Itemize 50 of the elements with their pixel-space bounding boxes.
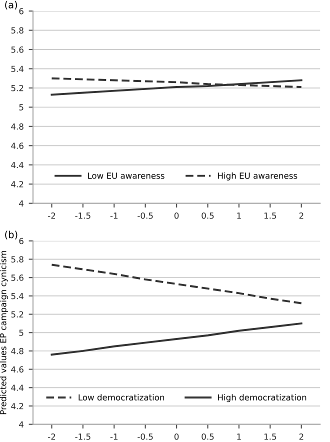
x-tick-label: -0.5 [138,212,153,219]
y-tick-label: 5.4 [11,293,24,300]
y-tick-label: 5.8 [11,27,24,34]
y-tick-label: 5.6 [11,46,24,53]
y-tick-label: 6 [19,8,24,14]
x-tick-label: 2 [299,433,304,440]
line-series [50,264,302,304]
x-tick-label: -1 [110,434,118,440]
y-tick-label: 4 [19,200,24,206]
x-tick-label: 0.5 [202,212,214,219]
y-tick-label: 4.6 [11,142,24,149]
y-tick-label: 4 [19,421,24,428]
x-tick-label: -1.5 [75,212,90,219]
y-tick-label: 5 [19,330,24,336]
x-tick-label: 1 [237,434,241,440]
x-tick-label: -1.5 [75,434,90,440]
legend-label: Low EU awareness [88,172,164,179]
y-tick-label: 4.4 [11,162,24,168]
line-series [50,79,302,96]
y-axis-title: Predicted values EP campaign cynicism [0,250,8,414]
x-tick-label: 1.5 [264,212,276,219]
x-tick-label: 0 [174,212,179,219]
x-tick-label: 0.5 [202,433,214,440]
y-tick-label: 4.6 [11,366,24,373]
line-series [50,322,302,356]
y-tick-label: 5.4 [11,66,24,72]
x-tick-label: 0 [174,433,179,440]
y-tick-label: 6 [19,238,24,244]
x-tick-label: -0.5 [138,433,153,440]
y-tick-label: 5 [19,104,24,110]
x-tick-label: -1 [110,212,118,219]
x-tick-label: 1 [237,212,241,219]
x-tick-label: -2 [48,212,56,219]
y-tick-label: 4.8 [11,123,24,130]
y-tick-label: 5.2 [11,311,24,318]
legend-label: Low democratization [78,394,164,401]
y-tick-label: 5.2 [11,84,24,92]
y-tick-label: 4.4 [11,384,24,391]
y-tick-label: 4.2 [11,181,24,188]
y-tick-label: 5.8 [11,256,24,263]
x-tick-label: 2 [299,212,304,219]
x-tick-label: -2 [48,433,56,440]
chart-title: (a) [5,0,17,10]
chart-title: (b) [5,230,18,240]
x-tick-label: 1.5 [264,434,276,440]
y-tick-label: 5.6 [11,274,24,281]
legend-label: High democratization [218,394,306,402]
y-tick-label: 4.2 [11,402,24,410]
y-tick-label: 4.8 [11,348,24,354]
legend-label: High EU awareness [218,172,298,180]
